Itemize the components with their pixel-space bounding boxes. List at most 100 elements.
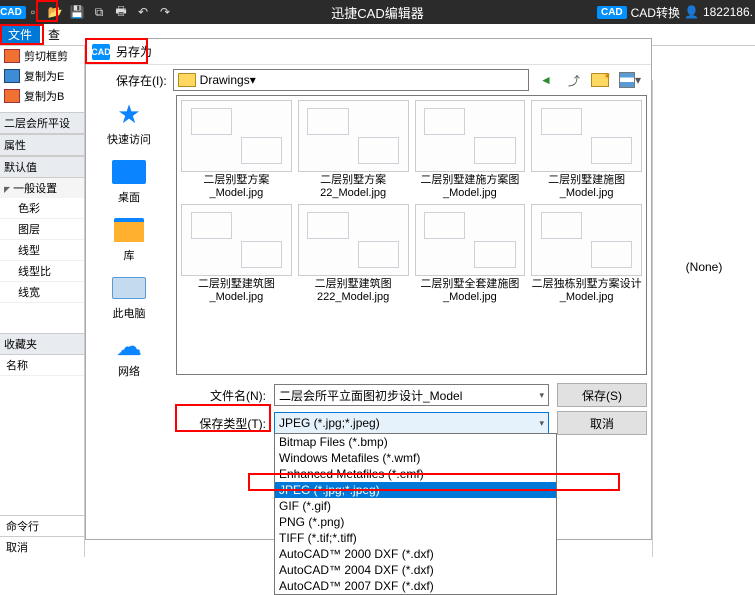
filetype-option[interactable]: PNG (*.png) — [275, 514, 556, 530]
tool-copy-emf[interactable]: 复制为E — [0, 66, 84, 86]
file-name: 二层别墅建施图_Model.jpg — [531, 174, 642, 200]
places-item[interactable]: 网络 — [89, 329, 169, 383]
title-bar: CAD ▫ 📂 💾 ⧉ 🖶 ↶ ↷ 迅捷CAD编辑器 CAD CAD转换 👤 1… — [0, 0, 755, 24]
places-label: 库 — [89, 247, 169, 263]
places-icon — [111, 331, 147, 361]
filetype-option[interactable]: Windows Metafiles (*.wmf) — [275, 450, 556, 466]
cad-convert-link[interactable]: CAD转换 — [631, 4, 680, 21]
places-item[interactable]: 库 — [89, 213, 169, 267]
places-item[interactable]: 桌面 — [89, 155, 169, 209]
file-item[interactable]: 二层别墅建施方案图_Model.jpg — [415, 100, 526, 200]
save-all-icon[interactable]: ⧉ — [88, 1, 110, 23]
places-label: 网络 — [89, 363, 169, 379]
dialog-title: 另存为 — [116, 43, 152, 60]
file-list-area[interactable]: 二层别墅方案_Model.jpg二层别墅方案22_Model.jpg二层别墅建施… — [176, 95, 647, 375]
chevron-down-icon: ▾ — [539, 418, 544, 429]
filetype-option[interactable]: AutoCAD™ 2000 DXF (*.dxf) — [275, 546, 556, 562]
file-item[interactable]: 二层别墅建筑图_Model.jpg — [181, 204, 292, 304]
filetype-option[interactable]: Enhanced Metafiles (*.emf) — [275, 466, 556, 482]
location-select[interactable]: Drawings ▾ — [173, 69, 529, 91]
preview-none-text: (None) — [686, 260, 723, 274]
filetype-option[interactable]: AutoCAD™ 2004 DXF (*.dxf) — [275, 562, 556, 578]
print-icon[interactable]: 🖶 — [110, 1, 132, 23]
location-value: Drawings — [200, 73, 250, 87]
menu-view[interactable]: 查 — [40, 24, 68, 45]
tab-current-doc[interactable]: 二层会所平设 — [0, 112, 84, 134]
tool-copy-bmp[interactable]: 复制为B — [0, 86, 84, 106]
filename-label: 文件名(N): — [176, 387, 266, 404]
panel-favorites[interactable]: 收藏夹 — [0, 333, 84, 355]
group-general[interactable]: 一般设置 — [0, 178, 84, 198]
cad-app-icon: CAD — [0, 1, 22, 23]
filetype-option[interactable]: JPEG (*.jpg;*.jpeg) — [275, 482, 556, 498]
filetype-label: 保存类型(T): — [176, 415, 266, 432]
cad-convert-badge[interactable]: CAD — [597, 6, 627, 19]
places-icon — [111, 215, 147, 245]
places-label: 桌面 — [89, 189, 169, 205]
cancel-button[interactable]: 取消 — [557, 411, 647, 435]
new-file-icon[interactable]: ▫ — [22, 1, 44, 23]
places-icon — [111, 99, 147, 129]
menu-file[interactable]: 文件 — [0, 24, 40, 45]
panel-properties[interactable]: 属性 — [0, 134, 84, 156]
filetype-dropdown[interactable]: Bitmap Files (*.bmp)Windows Metafiles (*… — [274, 433, 557, 595]
filetype-option[interactable]: TIFF (*.tif;*.tiff) — [275, 530, 556, 546]
chevron-down-icon: ▾ — [539, 390, 544, 401]
filetype-option[interactable]: AutoCAD™ 2007 DXF (*.dxf) — [275, 578, 556, 594]
property-row[interactable]: 色彩 — [0, 198, 84, 219]
user-icon[interactable]: 👤 — [684, 5, 699, 19]
cmd-line-label: 命令行 — [0, 515, 85, 536]
file-name: 二层别墅建施方案图_Model.jpg — [415, 174, 526, 200]
property-row[interactable]: 图层 — [0, 219, 84, 240]
new-folder-button[interactable]: ✶ — [591, 69, 613, 91]
user-id[interactable]: 1822186. — [703, 5, 753, 19]
view-mode-button[interactable]: ▾ — [619, 69, 641, 91]
file-thumbnail — [181, 204, 292, 276]
file-item[interactable]: 二层别墅建施图_Model.jpg — [531, 100, 642, 200]
filetype-option[interactable]: GIF (*.gif) — [275, 498, 556, 514]
filetype-option[interactable]: Bitmap Files (*.bmp) — [275, 434, 556, 450]
command-area: 命令行 取消 — [0, 515, 85, 557]
cmd-cancel: 取消 — [0, 536, 85, 557]
undo-icon[interactable]: ↶ — [132, 1, 154, 23]
up-button[interactable]: ⤴ — [563, 69, 585, 91]
filetype-select[interactable]: JPEG (*.jpg;*.jpeg) ▾ — [274, 412, 549, 434]
places-item[interactable]: 快速访问 — [89, 97, 169, 151]
dialog-titlebar: CAD 另存为 — [86, 39, 651, 65]
panel-defaults[interactable]: 默认值 — [0, 156, 84, 178]
file-thumbnail — [298, 204, 409, 276]
filename-input[interactable]: 二层会所平立面图初步设计_Model ▾ — [274, 384, 549, 406]
filetype-value: JPEG (*.jpg;*.jpeg) — [279, 416, 380, 430]
file-item[interactable]: 二层别墅方案_Model.jpg — [181, 100, 292, 200]
places-icon — [111, 157, 147, 187]
places-label: 快速访问 — [89, 131, 169, 147]
file-item[interactable]: 二层独栋别墅方案设计_Model.jpg — [531, 204, 642, 304]
file-name: 二层别墅建筑图222_Model.jpg — [298, 278, 409, 304]
app-title: 迅捷CAD编辑器 — [331, 3, 423, 22]
file-name: 二层独栋别墅方案设计_Model.jpg — [531, 278, 642, 304]
save-icon[interactable]: 💾 — [66, 1, 88, 23]
file-name: 二层别墅全套建施图_Model.jpg — [415, 278, 526, 304]
file-item[interactable]: 二层别墅全套建施图_Model.jpg — [415, 204, 526, 304]
places-label: 此电脑 — [89, 305, 169, 321]
file-item[interactable]: 二层别墅方案22_Model.jpg — [298, 100, 409, 200]
left-panel: 剪切框剪 复制为E 复制为B 二层会所平设 属性 默认值 一般设置 色彩图层线型… — [0, 46, 85, 557]
file-item[interactable]: 二层别墅建筑图222_Model.jpg — [298, 204, 409, 304]
save-button[interactable]: 保存(S) — [557, 383, 647, 407]
file-name: 二层别墅方案_Model.jpg — [181, 174, 292, 200]
filename-row: 文件名(N): 二层会所平立面图初步设计_Model ▾ 保存(S) — [176, 383, 647, 407]
file-thumbnail — [415, 100, 526, 172]
redo-icon[interactable]: ↷ — [154, 1, 176, 23]
open-file-icon[interactable]: 📂 — [44, 1, 66, 23]
preview-panel: (None) — [652, 80, 755, 557]
file-thumbnail — [298, 100, 409, 172]
property-row[interactable]: 线型比 — [0, 261, 84, 282]
places-item[interactable]: 此电脑 — [89, 271, 169, 325]
back-button[interactable]: ◄ — [535, 69, 557, 91]
property-row[interactable]: 线型 — [0, 240, 84, 261]
places-icon — [111, 273, 147, 303]
filetype-row: 保存类型(T): JPEG (*.jpg;*.jpeg) ▾ 取消 — [176, 411, 647, 435]
property-row[interactable]: 线宽 — [0, 282, 84, 303]
location-row: 保存在(I): Drawings ▾ ◄ ⤴ ✶ ▾ — [86, 65, 651, 95]
tool-cut[interactable]: 剪切框剪 — [0, 46, 84, 66]
